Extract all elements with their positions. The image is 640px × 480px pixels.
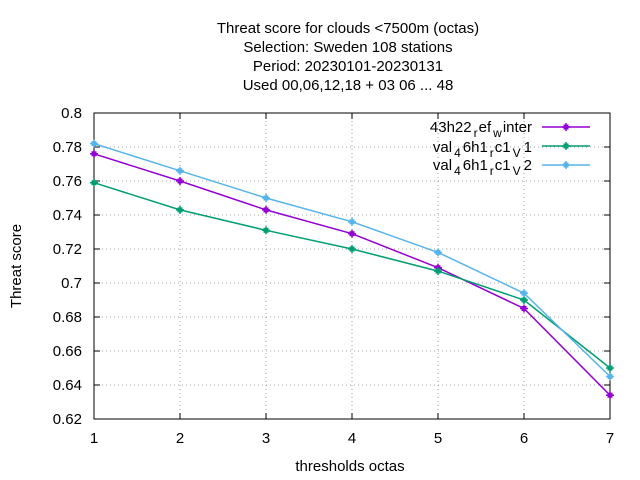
series-1-point [348,229,356,238]
series-3-point [176,166,184,175]
legend-key-2 [542,142,590,150]
legend-entry-3: val 4 6h1 rc1 V 2 [433,157,532,178]
series-3-point [90,139,98,148]
x-tick-label: 5 [434,430,442,447]
y-tick-label: 0.72 [53,241,82,258]
legend-entry-1: 43h22 ref winter [430,119,532,140]
legend-key-1 [542,123,590,131]
chart-title: Threat score for clouds <7500m (octas) S… [217,20,479,94]
y-tick-label: 0.64 [53,377,82,394]
x-tick-label: 2 [176,430,184,447]
x-tick-label: 4 [348,430,356,447]
series-3-point [520,289,528,298]
y-axis-label: Threat score [8,224,25,308]
legend: 43h22 ref winter val 4 6h1 rc1 V 1 val 4 6h1 rc1 V 2 [430,119,590,178]
y-tick-label: 0.62 [53,411,82,428]
series-3-point [606,372,614,381]
series-3 [90,139,614,381]
series-1-line [93,153,611,396]
x-tick-label: 6 [520,430,528,447]
plot-border [93,112,611,420]
x-axis-label: thresholds octas [295,458,404,475]
y-axis-ticks: 0.62 0.64 0.66 0.68 0.7 0.72 0.74 0.76 0.78 0.8 [53,105,610,428]
y-tick-label: 0.68 [53,309,82,326]
series-2-point [520,296,528,304]
y-tick-label: 0.7 [61,275,82,292]
legend-keys [542,123,590,169]
y-tick-label: 0.76 [53,173,82,190]
series-1-point [606,391,614,400]
legend-key-marker [562,161,570,169]
series-2-line [93,181,611,369]
legend-key-marker [562,142,570,150]
series-2-point [606,364,614,372]
grid [94,113,610,419]
y-tick-label: 0.78 [53,139,82,156]
y-tick-label: 0.8 [61,105,82,122]
legend-key-3 [542,161,590,169]
x-tick-label: 3 [262,430,270,447]
series-3-point [262,194,270,202]
title-line-1: Threat score for clouds <7500m (octas) [217,20,479,37]
x-tick-label: 1 [90,430,98,447]
series-2-point [176,205,184,214]
legend-key-marker [562,123,570,131]
series-1-point [520,304,528,313]
series-1-point [90,149,98,158]
legend-entry-2: val 4 6h1 rc1 V 1 [433,139,532,160]
series-2-point [262,226,270,235]
title-line-2: Selection: Sweden 108 stations [243,39,452,56]
series-lines [90,139,614,400]
series-2-point [434,267,442,276]
legend-label-3: val 4 6h1 rc1 V 2 [433,157,532,178]
y-tick-label: 0.66 [53,343,82,360]
legend-label-2: val 4 6h1 rc1 V 1 [433,139,532,160]
x-tick-label: 7 [606,430,614,447]
x-axis-ticks: 1 2 3 4 5 6 7 [90,113,614,447]
series-3-point [434,248,442,257]
y-tick-label: 0.74 [53,207,82,224]
series-2-point [90,178,98,187]
title-line-4: Used 00,06,12,18 + 03 06 ... 48 [243,77,454,94]
series-3-point [348,217,356,226]
series-2-point [348,245,356,253]
series-2 [90,178,614,372]
series-1-point [262,205,270,214]
legend-label-1: 43h22 ref winter [430,119,532,140]
series-1-point [176,177,184,185]
title-line-3: Period: 20230101-20230131 [253,58,443,75]
